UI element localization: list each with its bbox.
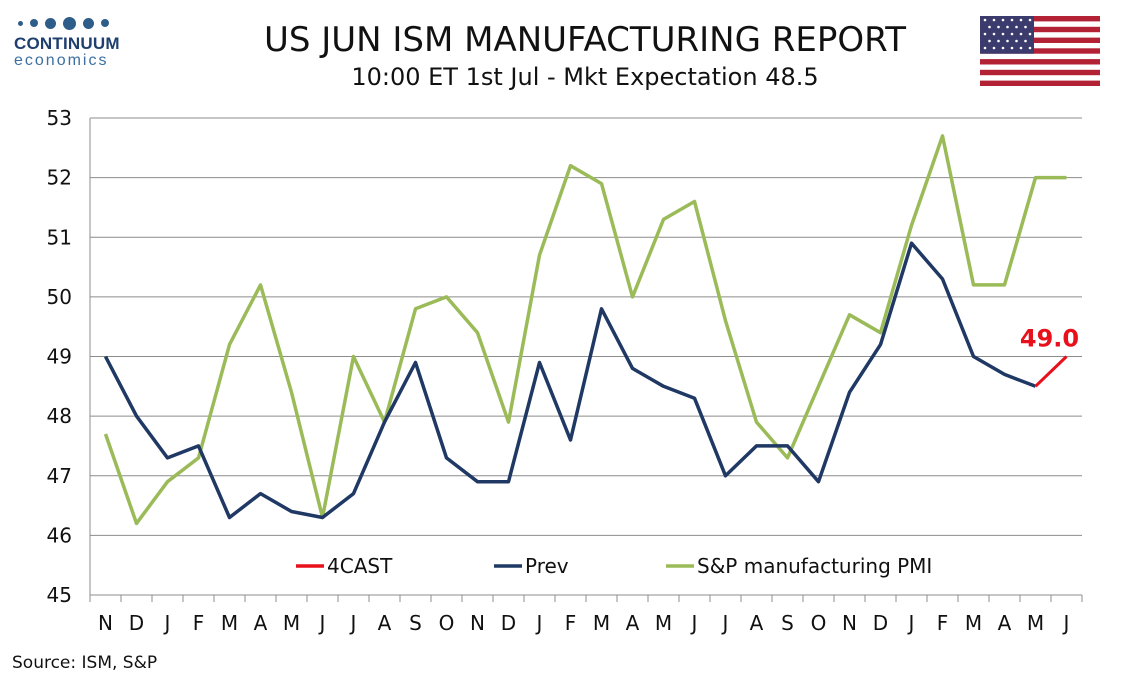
x-tick-label: F xyxy=(565,611,577,635)
x-tick-label: M xyxy=(965,611,982,635)
x-tick-label: J xyxy=(163,611,171,635)
x-tick-label: A xyxy=(378,611,392,635)
x-tick-label: A xyxy=(750,611,764,635)
y-tick-label: 49 xyxy=(47,345,72,369)
x-tick-label: J xyxy=(690,611,698,635)
chart-subtitle: 10:00 ET 1st Jul - Mkt Expectation 48.5 xyxy=(351,63,819,91)
x-tick-label: F xyxy=(937,611,949,635)
legend-label-s-p-manufacturing-pmi: S&P manufacturing PMI xyxy=(697,554,932,578)
x-tick-label: N xyxy=(98,611,113,635)
logo-name: CONTINUUM xyxy=(14,34,120,53)
chart-title: US JUN ISM MANUFACTURING REPORT xyxy=(263,20,907,60)
y-tick-label: 46 xyxy=(47,523,72,547)
y-tick-label: 52 xyxy=(47,166,72,190)
x-tick-label: J xyxy=(1062,611,1070,635)
y-tick-label: 50 xyxy=(47,285,72,309)
x-tick-label: F xyxy=(193,611,205,635)
chart-legend: 4CAST Prev S&P manufacturing PMI xyxy=(296,554,932,578)
series-line-4cast xyxy=(1034,355,1068,388)
y-tick-label: 48 xyxy=(47,404,72,428)
y-tick-label: 45 xyxy=(47,583,72,607)
y-tick-label: 53 xyxy=(47,106,72,130)
source-note: Source: ISM, S&P xyxy=(12,653,158,673)
x-tick-label: D xyxy=(501,611,516,635)
x-tick-label: J xyxy=(907,611,915,635)
x-tick-label: D xyxy=(129,611,144,635)
x-tick-label: N xyxy=(842,611,857,635)
x-tick-label: A xyxy=(998,611,1012,635)
x-tick-label: O xyxy=(811,611,827,635)
chart-grid xyxy=(90,117,1082,596)
logo-subtitle: economics xyxy=(14,52,109,69)
x-tick-label: O xyxy=(439,611,455,635)
series-line-prev xyxy=(103,241,1037,520)
x-tick-label: J xyxy=(535,611,543,635)
x-tick-label: S xyxy=(409,611,422,635)
y-tick-label: 51 xyxy=(47,225,72,249)
x-tick-label: M xyxy=(655,611,672,635)
x-tick-label: J xyxy=(318,611,326,635)
x-tick-label: M xyxy=(1027,611,1044,635)
series-line-s-p-manufacturing-pmi xyxy=(103,134,1067,526)
legend-label-prev: Prev xyxy=(525,554,569,578)
x-tick-label: N xyxy=(470,611,485,635)
x-tick-label: D xyxy=(873,611,888,635)
y-axis: 45 46 47 48 49 50 51 52 53 xyxy=(47,106,91,607)
forecast-value-label: 49.0 xyxy=(1020,325,1079,353)
x-tick-label: M xyxy=(283,611,300,635)
x-tick-label: A xyxy=(254,611,268,635)
x-tick-label: S xyxy=(781,611,794,635)
x-tick-label: M xyxy=(593,611,610,635)
us-flag-icon xyxy=(980,16,1100,86)
chart-series xyxy=(103,134,1068,526)
logo-dots-icon xyxy=(18,14,134,32)
x-tick-label: A xyxy=(626,611,640,635)
x-tick-label: M xyxy=(221,611,238,635)
x-tick-label: J xyxy=(349,611,357,635)
logo: CONTINUUM economics xyxy=(14,14,134,70)
legend-label-4cast: 4CAST xyxy=(327,554,393,578)
x-tick-label: J xyxy=(721,611,729,635)
y-tick-label: 47 xyxy=(47,464,72,488)
